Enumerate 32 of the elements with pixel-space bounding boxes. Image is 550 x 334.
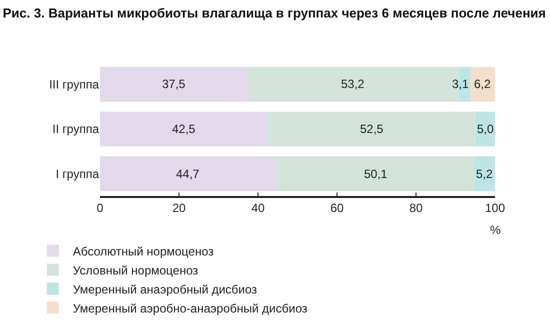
data-label: 44,7 <box>176 167 200 181</box>
data-label: 5,0 <box>477 122 494 136</box>
bar <box>100 112 268 146</box>
x-tick-label: 0 <box>96 201 104 216</box>
legend-label: Абсолютный нормоценоз <box>72 244 214 258</box>
legend-label: Умеренный аэробно-анаэробный дисбиоз <box>72 301 308 316</box>
legend-label: Условный нормоценоз <box>72 263 199 278</box>
bar <box>100 66 248 102</box>
data-label: 52,5 <box>360 122 384 136</box>
chart-title: Рис. 3. Варианты микробиоты влагалища в группах через 6 месяцев после лечения <box>2 5 546 20</box>
x-tick-label: 20 <box>172 201 186 216</box>
bar <box>268 112 476 146</box>
y-tick-label: I группа <box>56 166 100 181</box>
y-tick-label: III группа <box>49 78 100 92</box>
y-tick-label: II группа <box>52 122 100 136</box>
x-tick-label: 100 <box>484 201 506 216</box>
bar <box>100 156 277 192</box>
x-tick-label: 80 <box>409 201 423 216</box>
data-label: 5,2 <box>476 167 494 181</box>
bar <box>470 66 495 102</box>
data-label: 37,5 <box>162 77 186 91</box>
x-axis-title: % <box>490 223 501 237</box>
bar <box>276 156 474 192</box>
data-label: 6,2 <box>474 77 492 91</box>
x-tick-label: 40 <box>251 201 265 216</box>
bar <box>474 156 495 192</box>
x-tick-label: 60 <box>330 201 344 216</box>
data-label: 3,1 <box>452 77 470 91</box>
data-label: 50,1 <box>364 167 388 181</box>
data-label: 42,5 <box>172 122 196 136</box>
legend-label: Умеренный анаэробный дисбиоз <box>72 282 258 296</box>
data-label: 53,2 <box>341 77 365 91</box>
